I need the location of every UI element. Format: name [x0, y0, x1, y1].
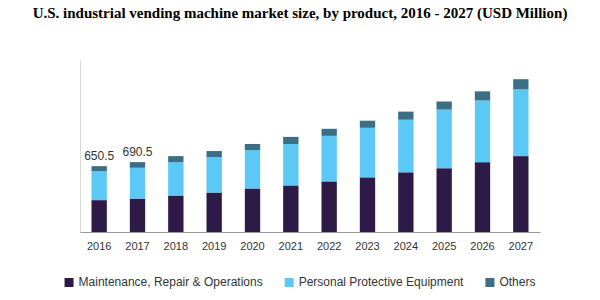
bar	[130, 199, 145, 232]
legend-swatch	[65, 278, 74, 287]
y-axis	[80, 61, 81, 233]
legend-swatch	[485, 278, 494, 287]
bar	[360, 121, 375, 128]
bar	[513, 156, 528, 232]
bar	[207, 151, 222, 157]
legend-item: Maintenance, Repair & Operations	[65, 275, 263, 289]
legend-label: Maintenance, Repair & Operations	[79, 275, 263, 289]
annotation: 690.5	[122, 145, 152, 159]
bar	[360, 177, 375, 232]
x-tick: 2027	[509, 232, 533, 252]
bar	[398, 112, 413, 120]
bar	[245, 188, 260, 232]
bar	[398, 120, 413, 173]
x-tick: 2022	[317, 232, 341, 252]
legend-label: Others	[499, 275, 535, 289]
bar	[398, 172, 413, 232]
x-tick-label: 2025	[432, 240, 456, 252]
x-tick: 2020	[240, 232, 264, 252]
x-tick: 2025	[432, 232, 456, 252]
bar	[283, 185, 298, 232]
bar	[168, 196, 183, 232]
bar	[207, 157, 222, 192]
x-tick-label: 2026	[470, 240, 494, 252]
bar	[475, 100, 490, 162]
x-tick: 2017	[125, 232, 149, 252]
bar	[245, 144, 260, 150]
bar	[437, 101, 452, 109]
bar	[92, 171, 107, 200]
legend-label: Personal Protective Equipment	[299, 275, 464, 289]
x-tick-label: 2024	[394, 240, 418, 252]
x-tick: 2021	[279, 232, 303, 252]
x-tick-label: 2027	[509, 240, 533, 252]
x-tick-label: 2020	[240, 240, 264, 252]
bar	[475, 91, 490, 100]
series-2	[92, 79, 529, 171]
bar	[513, 79, 528, 89]
bar	[437, 110, 452, 169]
x-tick: 2019	[202, 232, 226, 252]
bar	[283, 137, 298, 144]
legend-swatch	[285, 278, 294, 287]
x-tick-label: 2023	[355, 240, 379, 252]
series-0	[92, 156, 529, 232]
bar	[92, 200, 107, 232]
bar	[475, 162, 490, 232]
x-tick-label: 2019	[202, 240, 226, 252]
x-tick-label: 2018	[164, 240, 188, 252]
bar	[92, 166, 107, 171]
bar	[207, 193, 222, 232]
bar	[168, 156, 183, 162]
legend-item: Others	[485, 275, 535, 289]
x-tick-label: 2021	[279, 240, 303, 252]
bar	[168, 162, 183, 195]
legend-item: Personal Protective Equipment	[285, 275, 464, 289]
x-tick-label: 2017	[125, 240, 149, 252]
bar	[283, 144, 298, 185]
bar	[130, 162, 145, 168]
chart: U.S. industrial vending machine market s…	[0, 0, 600, 300]
x-tick-label: 2016	[87, 240, 111, 252]
x-axis-line	[81, 232, 541, 233]
bar	[322, 129, 337, 136]
x-tick: 2026	[470, 232, 494, 252]
bar	[437, 168, 452, 232]
annotation: 650.5	[84, 149, 114, 163]
bar	[360, 128, 375, 178]
bar	[322, 181, 337, 232]
legend: Maintenance, Repair & Operations Personal…	[65, 275, 536, 289]
y-axis-line	[80, 61, 81, 233]
series-1	[92, 89, 529, 200]
bar	[130, 168, 145, 199]
x-tick: 2024	[394, 232, 418, 252]
x-tick: 2018	[164, 232, 188, 252]
bar	[513, 89, 528, 156]
x-tick-label: 2022	[317, 240, 341, 252]
bars	[92, 79, 529, 232]
x-axis: 2016 2017 2018 2019 2020 2021 2022 2023 2024 2025…	[81, 232, 541, 252]
x-tick: 2016	[87, 232, 111, 252]
title: U.S. industrial vending machine market s…	[33, 5, 568, 22]
bar	[322, 136, 337, 182]
bar	[245, 150, 260, 188]
x-tick: 2023	[355, 232, 379, 252]
